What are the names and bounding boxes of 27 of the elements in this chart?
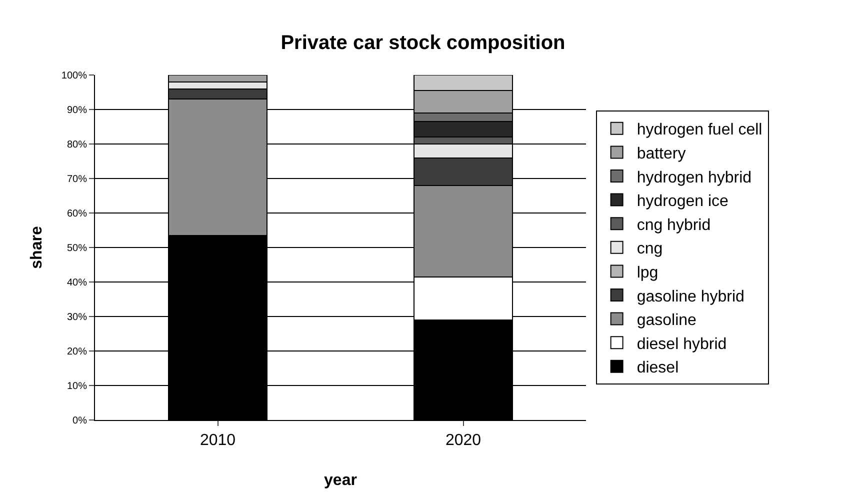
- chart-title: Private car stock composition: [280, 32, 566, 54]
- y-tick-label: 60%: [66, 208, 88, 220]
- legend-label: gasoline: [636, 312, 697, 330]
- legend-label: hydrogen fuel cell: [636, 122, 762, 139]
- legend-label: hydrogen ice: [636, 193, 729, 210]
- x-tick-label: 2010: [200, 432, 236, 450]
- x-tick-label: 2020: [445, 432, 482, 450]
- y-tick-label: 100%: [61, 70, 88, 82]
- legend-label: battery: [636, 145, 686, 162]
- y-tick-label: 50%: [66, 243, 88, 254]
- legend-label: diesel hybrid: [636, 336, 727, 353]
- y-tick-label: 20%: [66, 346, 88, 358]
- legend-label: cng hybrid: [636, 216, 711, 234]
- legend-label: diesel: [636, 360, 679, 377]
- y-tick-label: 0%: [72, 416, 88, 426]
- y-tick-label: 40%: [66, 278, 88, 288]
- y-tick-label: 10%: [66, 381, 88, 392]
- x-axis-title: year: [324, 472, 357, 489]
- legend-label: lpg: [636, 264, 658, 282]
- legend-label: cng: [636, 240, 663, 258]
- y-tick-label: 30%: [66, 312, 88, 323]
- y-axis-title: share: [28, 226, 46, 269]
- y-tick-label: 80%: [66, 140, 88, 150]
- y-tick-label: 90%: [66, 105, 88, 116]
- legend-label: hydrogen hybrid: [636, 169, 752, 186]
- legend-label: gasoline hybrid: [636, 288, 744, 306]
- y-tick-label: 70%: [66, 174, 88, 185]
